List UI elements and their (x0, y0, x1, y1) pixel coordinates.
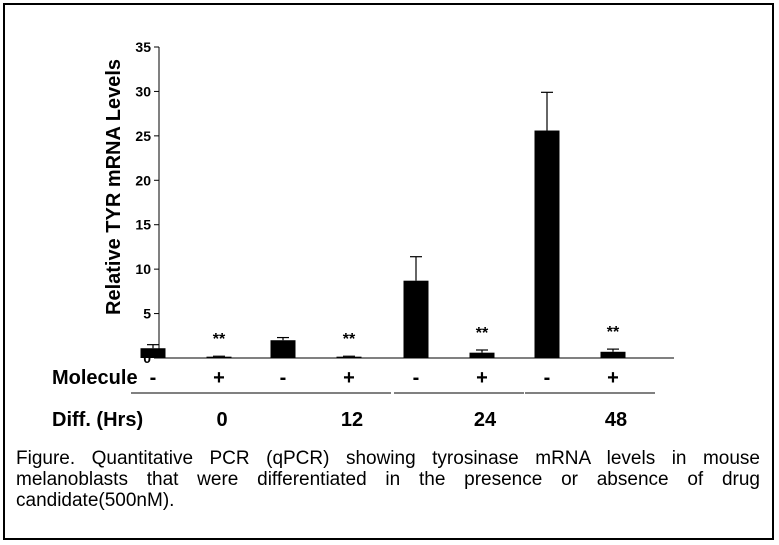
row-label-molecule: Molecule (52, 367, 138, 389)
significance-marker: ** (343, 331, 356, 348)
bar (206, 356, 232, 359)
y-tick-label: 15 (135, 217, 151, 233)
bar (270, 340, 296, 358)
y-tick-label: 20 (135, 172, 151, 188)
bar (534, 130, 560, 358)
y-tick-label: 10 (135, 261, 151, 277)
treatment-label: - (413, 367, 420, 389)
y-tick-label: 25 (135, 128, 151, 144)
figure-caption: Figure. Quantitative PCR (qPCR) showing … (16, 448, 760, 511)
treatment-label: - (280, 367, 287, 389)
bar (403, 280, 429, 358)
y-tick-label: 30 (135, 83, 151, 99)
bar (469, 352, 495, 358)
x-group-label: 0 (216, 409, 227, 431)
bar (600, 351, 626, 358)
x-group-label: 12 (341, 409, 363, 431)
treatment-label: - (544, 367, 551, 389)
figure-frame (3, 3, 774, 540)
significance-marker: ** (213, 331, 226, 348)
x-group-label: 48 (605, 409, 627, 431)
treatment-label: + (343, 367, 355, 389)
significance-marker: ** (476, 325, 489, 342)
y-tick-label: 5 (143, 306, 151, 322)
y-tick-label: 35 (135, 39, 151, 55)
bar (140, 348, 166, 358)
y-axis-title: Relative TYR mRNA Levels (103, 59, 125, 315)
x-group-label: 24 (474, 409, 497, 431)
treatment-label: + (607, 367, 619, 389)
treatment-label: - (150, 367, 157, 389)
row-label-diff-hrs: Diff. (Hrs) (52, 409, 143, 431)
bar (336, 356, 362, 359)
treatment-label: + (213, 367, 225, 389)
significance-marker: ** (607, 324, 620, 341)
treatment-label: + (476, 367, 488, 389)
